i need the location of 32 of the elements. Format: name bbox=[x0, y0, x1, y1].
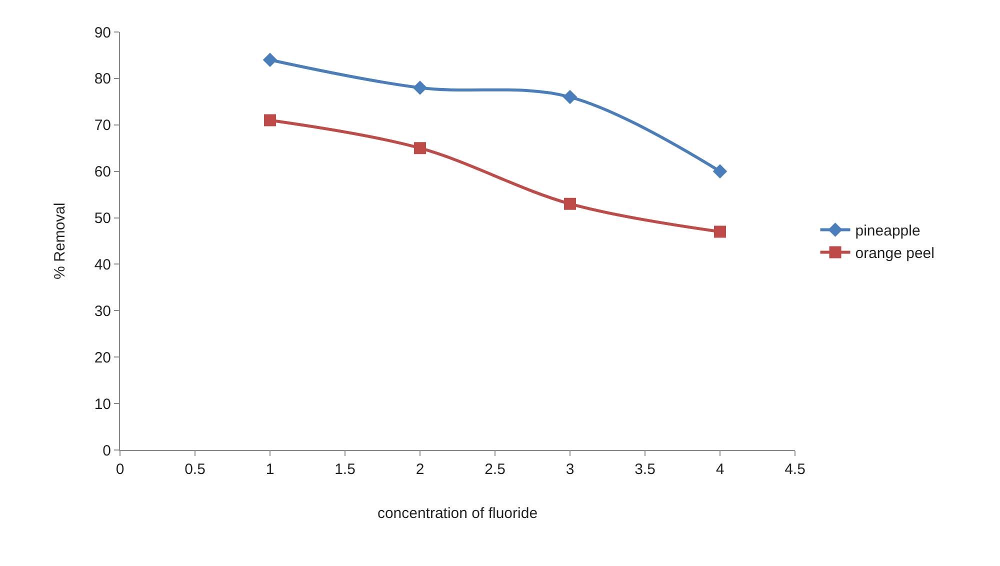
x-tick-label: 3 bbox=[566, 461, 574, 478]
y-tick-label: 20 bbox=[94, 349, 111, 366]
x-tick-label: 2 bbox=[416, 461, 424, 478]
x-tick-label: 1.5 bbox=[334, 461, 356, 478]
x-tick-label: 1 bbox=[266, 461, 274, 478]
legend-label: orange peel bbox=[855, 245, 934, 262]
y-tick-label: 40 bbox=[94, 256, 111, 274]
point bbox=[714, 226, 726, 238]
point bbox=[562, 90, 578, 104]
point bbox=[712, 164, 728, 178]
x-tick-label: 0.5 bbox=[184, 461, 206, 478]
y-tick-label: 50 bbox=[94, 210, 111, 228]
x-tick-label: 2.5 bbox=[484, 461, 506, 478]
y-axis-title: % Removal bbox=[52, 202, 69, 280]
x-tick-label: 3.5 bbox=[634, 461, 656, 478]
y-tick-label: 80 bbox=[94, 70, 111, 88]
point bbox=[414, 142, 426, 154]
y-tick-label: 10 bbox=[94, 396, 111, 413]
x-axis-title: concentration of fluoride bbox=[377, 505, 538, 522]
y-tick-label: 70 bbox=[94, 117, 111, 134]
y-tick-label: 60 bbox=[94, 164, 111, 181]
point bbox=[264, 114, 276, 126]
y-tick-label: 30 bbox=[94, 302, 111, 320]
legend-label: pineapple bbox=[855, 222, 920, 240]
x-tick-label: 0 bbox=[116, 461, 124, 478]
point bbox=[262, 52, 278, 68]
point bbox=[412, 80, 428, 95]
y-tick-label: 90 bbox=[94, 24, 111, 42]
x-tick-label: 4.5 bbox=[784, 461, 806, 478]
point bbox=[564, 198, 576, 210]
y-tick-label: 0 bbox=[102, 442, 111, 460]
x-tick-label: 4 bbox=[716, 461, 724, 478]
